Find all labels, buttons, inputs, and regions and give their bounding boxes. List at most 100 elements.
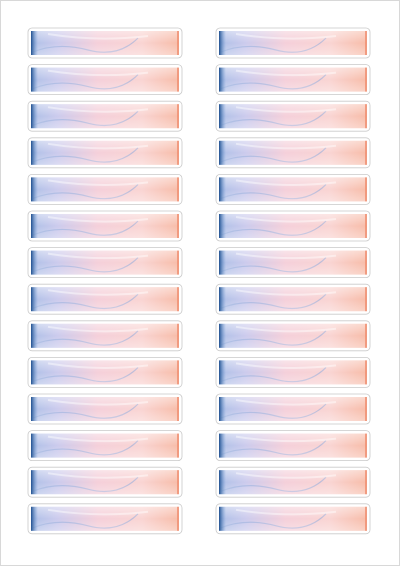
right-edge bbox=[365, 323, 367, 348]
left-edge bbox=[31, 67, 38, 92]
right-edge bbox=[177, 506, 179, 531]
right-edge bbox=[177, 31, 179, 55]
label-shine bbox=[219, 287, 367, 312]
label bbox=[215, 100, 371, 132]
right-edge bbox=[177, 140, 179, 165]
label bbox=[27, 247, 183, 279]
label-shine bbox=[31, 177, 179, 202]
right-edge bbox=[365, 31, 367, 55]
left-edge bbox=[219, 250, 226, 275]
label bbox=[215, 356, 371, 388]
right-edge bbox=[177, 470, 179, 495]
label bbox=[215, 137, 371, 169]
label-shine bbox=[31, 31, 179, 55]
left-edge bbox=[219, 323, 226, 348]
left-edge bbox=[219, 433, 226, 458]
right-edge bbox=[177, 433, 179, 458]
label bbox=[27, 64, 183, 95]
right-edge bbox=[365, 287, 367, 312]
left-edge bbox=[219, 140, 226, 165]
right-edge bbox=[365, 140, 367, 165]
left-edge bbox=[219, 470, 226, 495]
left-edge bbox=[31, 214, 38, 238]
right-edge bbox=[365, 506, 367, 531]
right-edge bbox=[365, 433, 367, 458]
label-shine bbox=[31, 323, 179, 348]
right-edge bbox=[365, 470, 367, 495]
label bbox=[215, 430, 371, 462]
right-edge bbox=[365, 214, 367, 238]
right-edge bbox=[365, 177, 367, 202]
left-edge bbox=[31, 323, 38, 348]
label bbox=[215, 320, 371, 352]
left-edge bbox=[219, 397, 226, 421]
right-edge bbox=[177, 67, 179, 92]
label-shine bbox=[31, 104, 179, 129]
label bbox=[27, 430, 183, 462]
right-edge bbox=[177, 287, 179, 312]
label-shine bbox=[31, 397, 179, 421]
label-shine bbox=[31, 214, 179, 238]
label-shine bbox=[31, 433, 179, 458]
label-shine bbox=[219, 31, 367, 55]
left-edge bbox=[31, 104, 38, 129]
label bbox=[27, 356, 183, 388]
label-shine bbox=[219, 104, 367, 129]
left-edge bbox=[31, 250, 38, 275]
right-edge bbox=[365, 360, 367, 385]
label-shine bbox=[219, 323, 367, 348]
left-edge bbox=[219, 360, 226, 385]
label bbox=[27, 283, 183, 315]
left-edge bbox=[31, 433, 38, 458]
label bbox=[27, 393, 183, 425]
left-edge bbox=[31, 506, 38, 531]
label bbox=[27, 100, 183, 132]
left-edge bbox=[219, 31, 226, 55]
label-shine bbox=[219, 67, 367, 92]
label bbox=[27, 503, 183, 535]
right-edge bbox=[365, 250, 367, 275]
right-edge bbox=[177, 323, 179, 348]
left-edge bbox=[31, 470, 38, 495]
left-edge bbox=[219, 104, 226, 129]
right-edge bbox=[365, 397, 367, 421]
left-edge bbox=[31, 360, 38, 385]
label bbox=[215, 27, 371, 59]
right-edge bbox=[365, 67, 367, 92]
left-edge bbox=[31, 397, 38, 421]
label-shine bbox=[31, 287, 179, 312]
label bbox=[215, 210, 371, 242]
left-edge bbox=[31, 287, 38, 312]
label-shine bbox=[219, 177, 367, 202]
left-edge bbox=[219, 506, 226, 531]
label bbox=[27, 173, 183, 205]
label-shine bbox=[31, 250, 179, 275]
label-shine bbox=[219, 470, 367, 495]
label bbox=[215, 173, 371, 205]
label-shine bbox=[219, 214, 367, 238]
right-edge bbox=[177, 177, 179, 202]
right-edge bbox=[365, 104, 367, 129]
right-edge bbox=[177, 250, 179, 275]
left-edge bbox=[31, 140, 38, 165]
label bbox=[215, 247, 371, 279]
label bbox=[215, 503, 371, 535]
label bbox=[215, 283, 371, 315]
label bbox=[27, 210, 183, 242]
label-shine bbox=[31, 67, 179, 92]
label bbox=[215, 466, 371, 498]
left-edge bbox=[31, 177, 38, 202]
label bbox=[27, 137, 183, 169]
label bbox=[27, 27, 183, 59]
label bbox=[215, 393, 371, 425]
right-edge bbox=[177, 104, 179, 129]
left-edge bbox=[219, 214, 226, 238]
label-shine bbox=[219, 250, 367, 275]
label bbox=[215, 64, 371, 95]
label-shine bbox=[219, 397, 367, 421]
left-edge bbox=[219, 67, 226, 92]
right-edge bbox=[177, 214, 179, 238]
label-shine bbox=[31, 470, 179, 495]
left-edge bbox=[31, 31, 38, 55]
